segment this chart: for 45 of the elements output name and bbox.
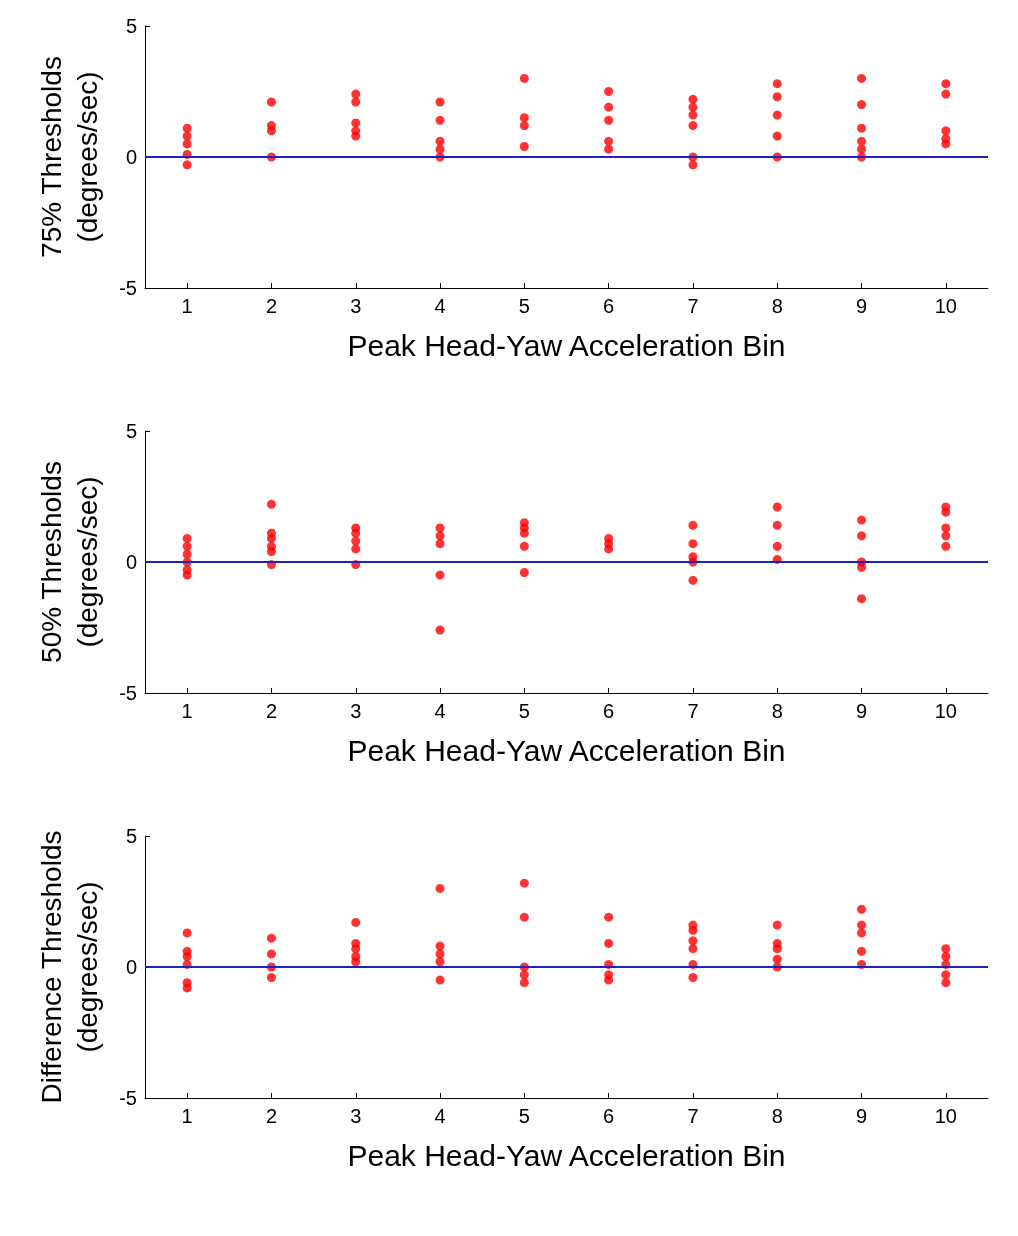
x-axis-title: Peak Head-Yaw Acceleration Bin <box>347 733 786 767</box>
x-axis-title: Peak Head-Yaw Acceleration Bin <box>347 1138 786 1172</box>
x-tick-label: 9 <box>855 295 868 317</box>
x-tick-label: 8 <box>771 295 783 317</box>
x-tick-label: 10 <box>934 1105 957 1127</box>
y-axis-title: Difference Thresholds (degrees/sec) <box>35 830 103 1104</box>
x-tick-label: 10 <box>934 295 957 317</box>
x-tick-label: 7 <box>687 295 699 317</box>
x-tick-label: 7 <box>687 700 699 722</box>
x-tick-label: 1 <box>181 700 193 722</box>
x-tick-label: 8 <box>771 1105 783 1127</box>
x-tick-label: 3 <box>350 700 362 722</box>
x-tick-label: 4 <box>434 700 446 722</box>
x-tick-label: 10 <box>934 700 957 722</box>
y-tick-label: 0 <box>125 146 137 168</box>
y-axis-title: 50% Thresholds (degrees/sec) <box>35 461 103 663</box>
x-tick-label: 5 <box>518 1105 530 1127</box>
x-tick-label: 6 <box>603 700 615 722</box>
x-tick-label: 1 <box>181 1105 193 1127</box>
y-tick-label: -5 <box>119 682 137 704</box>
x-tick-label: 9 <box>855 700 868 722</box>
y-tick-label: 5 <box>125 420 137 442</box>
x-tick-label: 4 <box>434 295 446 317</box>
x-tick-label: 4 <box>434 1105 446 1127</box>
x-tick-label: 9 <box>855 1105 868 1127</box>
x-tick-label: 7 <box>687 1105 699 1127</box>
x-tick-label: 1 <box>181 295 193 317</box>
x-tick-label: 3 <box>350 295 362 317</box>
x-tick-label: 5 <box>518 700 530 722</box>
x-tick-label: 2 <box>265 700 278 722</box>
y-tick-label: 0 <box>125 551 137 573</box>
y-tick-label: 5 <box>125 15 137 37</box>
x-tick-label: 3 <box>350 1105 362 1127</box>
x-tick-label: 5 <box>518 295 530 317</box>
x-tick-label: 6 <box>603 295 615 317</box>
x-tick-label: 2 <box>265 295 278 317</box>
y-axis-title: 75% Thresholds (degrees/sec) <box>35 56 103 258</box>
y-tick-label: 5 <box>125 825 137 847</box>
y-tick-label: 0 <box>125 956 137 978</box>
y-tick-label: -5 <box>119 1087 137 1109</box>
y-tick-label: -5 <box>119 277 137 299</box>
x-axis-title: Peak Head-Yaw Acceleration Bin <box>347 328 786 362</box>
x-tick-label: 2 <box>265 1105 278 1127</box>
x-tick-label: 6 <box>603 1105 615 1127</box>
x-tick-label: 8 <box>771 700 783 722</box>
